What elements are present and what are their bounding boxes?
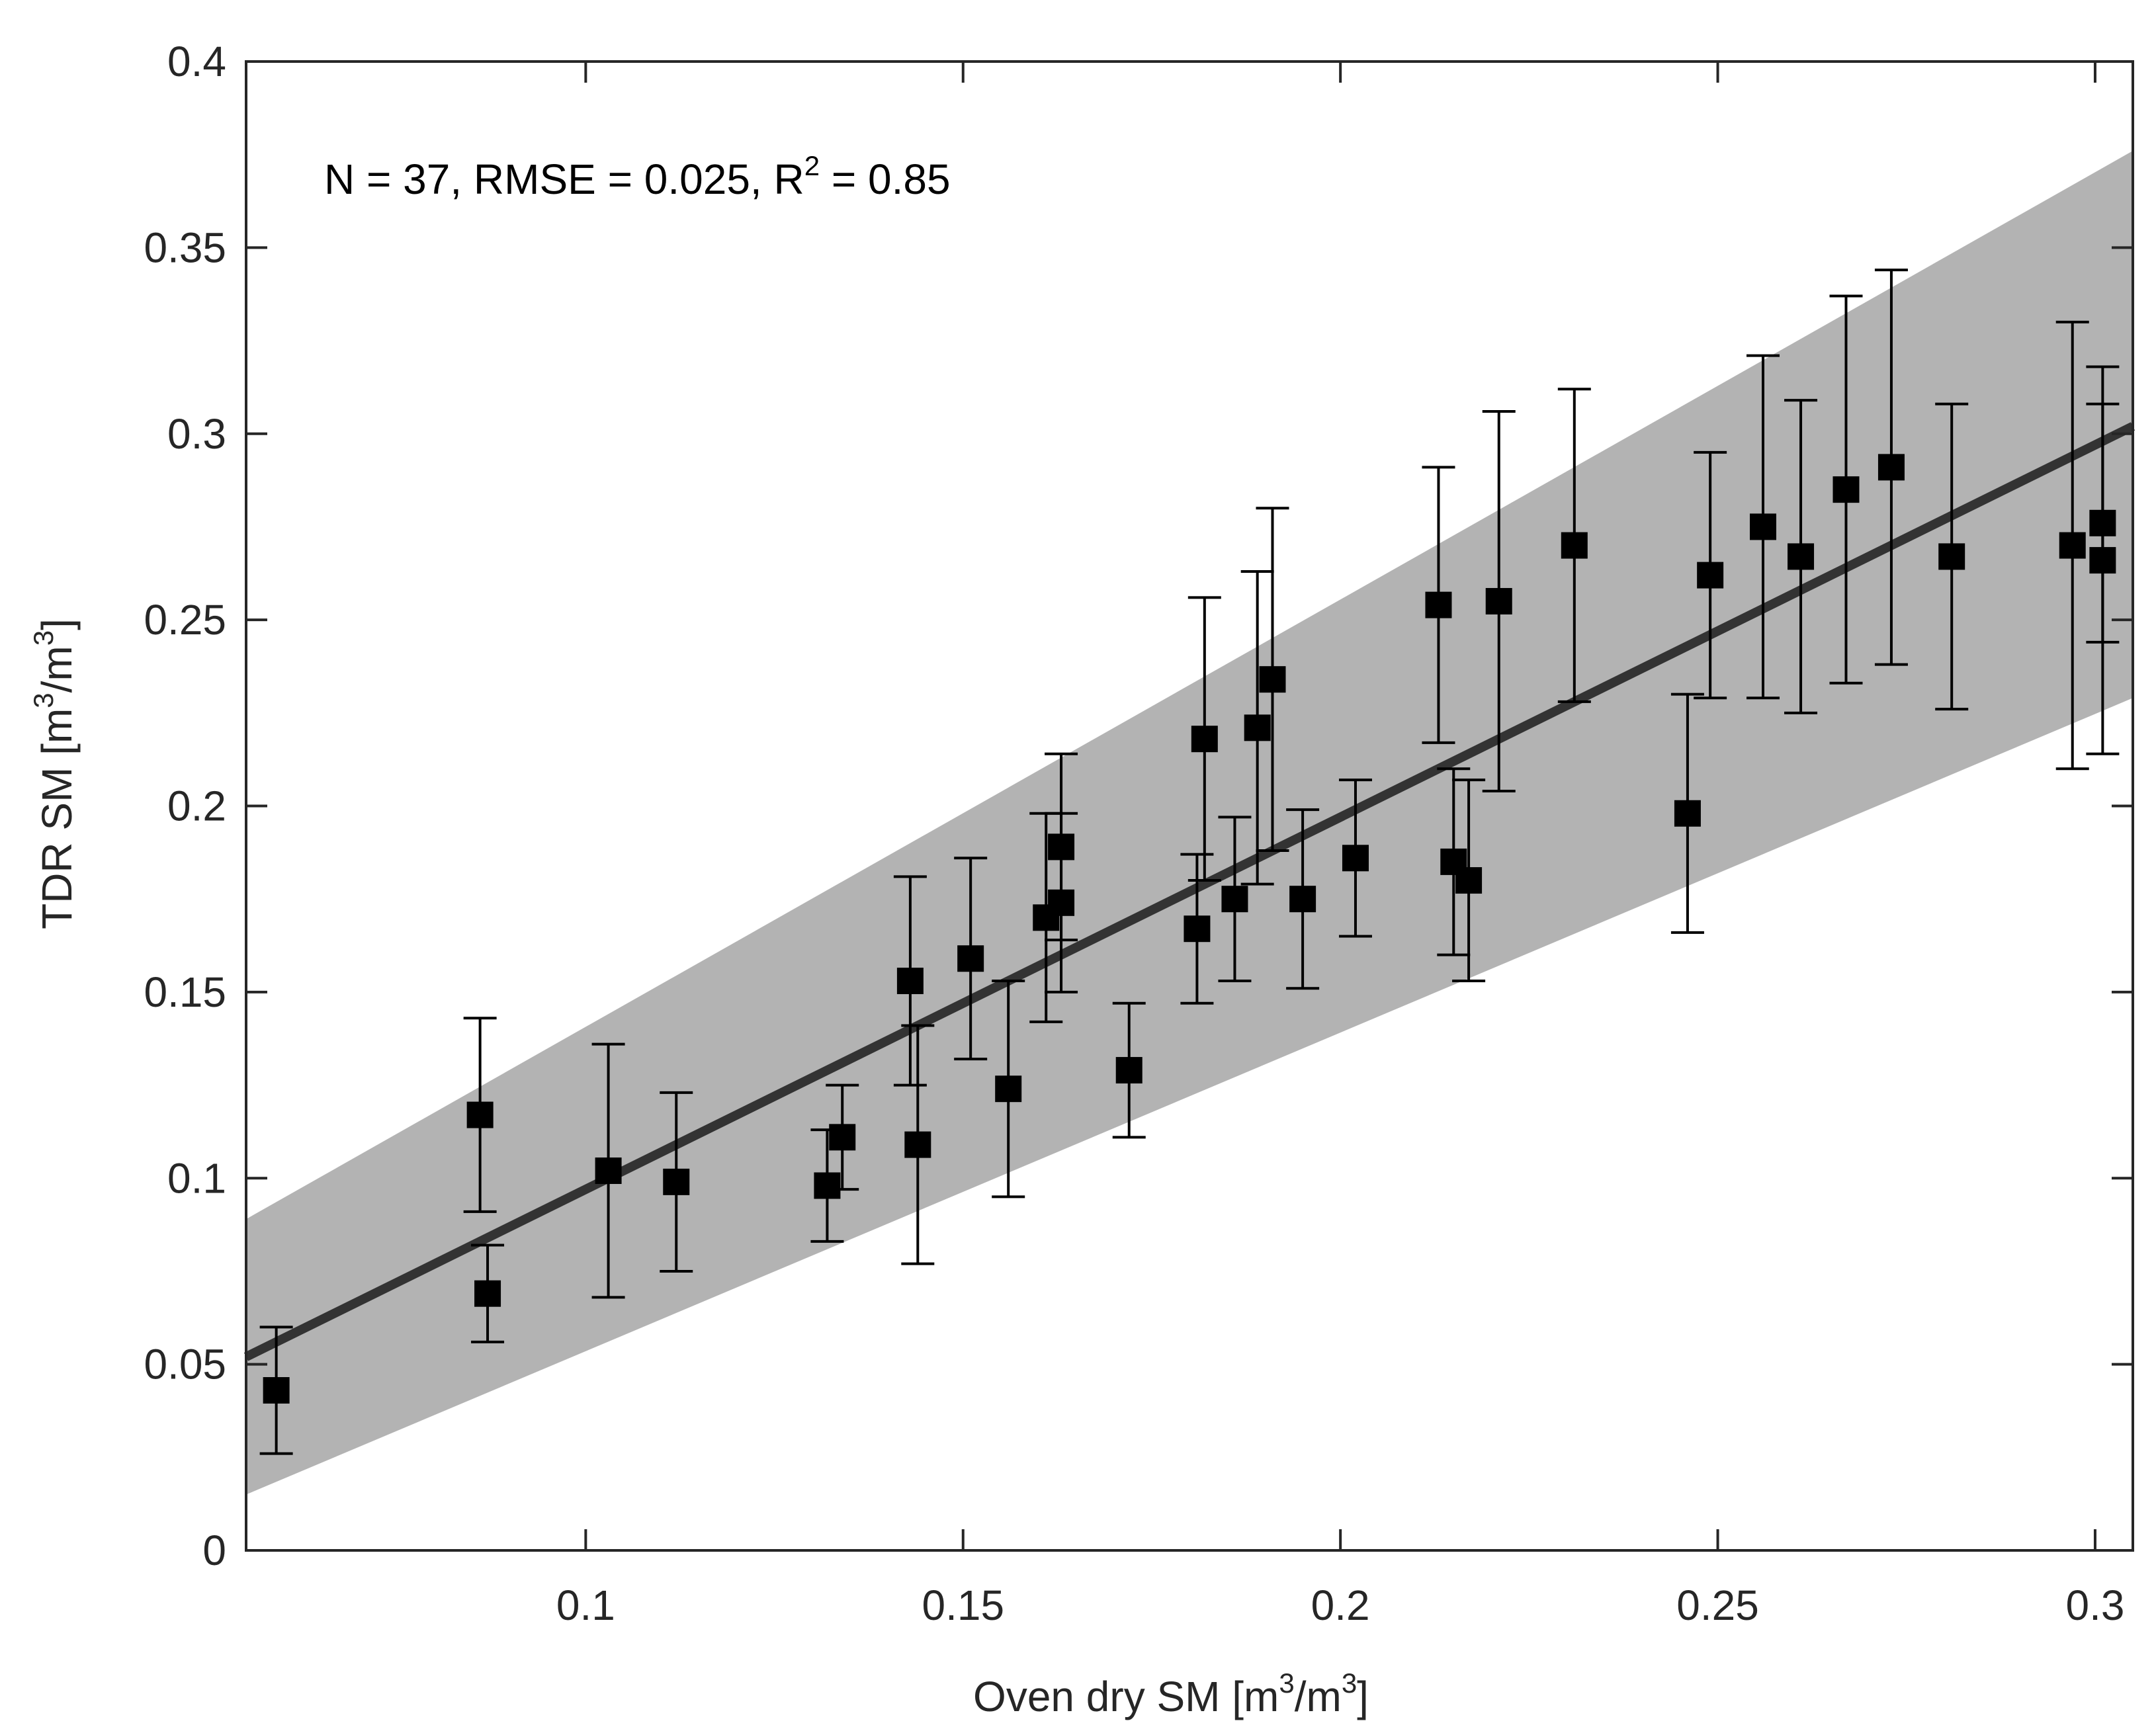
- data-point-32: [1829, 294, 1863, 685]
- point-marker: [829, 1124, 856, 1151]
- point-marker: [1485, 587, 1512, 614]
- point-marker: [1455, 867, 1483, 894]
- y-tick-label: 0: [202, 1527, 226, 1574]
- point-marker: [1938, 543, 1965, 570]
- data-point-37: [2086, 365, 2120, 755]
- data-point-28: [1670, 693, 1704, 934]
- point-marker: [1244, 714, 1271, 741]
- point-marker: [904, 1131, 931, 1158]
- point-marker: [1425, 591, 1452, 618]
- data-point-27: [1557, 388, 1591, 703]
- point-marker: [1048, 889, 1075, 916]
- point-marker: [663, 1168, 690, 1195]
- y-tick-label: 0.2: [167, 782, 226, 830]
- data-point-2: [463, 1017, 497, 1213]
- data-point-34: [1935, 402, 1969, 711]
- point-marker: [2089, 547, 2116, 574]
- y-tick-label: 0.4: [167, 38, 226, 85]
- data-point-11: [992, 979, 1025, 1199]
- confidence-band: [246, 151, 2133, 1495]
- point-marker: [1561, 532, 1588, 559]
- fit-line-layer: [243, 422, 2135, 1361]
- point-marker: [466, 1101, 494, 1128]
- data-point-21: [1286, 808, 1320, 990]
- data-point-35: [2055, 320, 2089, 771]
- data-point-19: [1240, 569, 1274, 886]
- data-point-30: [1746, 354, 1780, 700]
- x-tick-label: 0.1: [556, 1581, 615, 1629]
- point-marker: [1289, 886, 1316, 913]
- point-marker: [814, 1172, 841, 1199]
- data-point-15: [1112, 1001, 1146, 1139]
- data-point-14: [1045, 812, 1078, 993]
- data-point-18: [1218, 816, 1252, 982]
- data-point-17: [1187, 596, 1221, 882]
- y-tick-label: 0.1: [167, 1154, 226, 1202]
- point-marker: [1877, 454, 1905, 481]
- point-marker: [263, 1377, 290, 1404]
- data-point-10: [954, 857, 988, 1061]
- data-point-25: [1452, 779, 1486, 982]
- point-marker: [1342, 845, 1369, 872]
- point-marker: [957, 945, 984, 972]
- x-tick-label: 0.2: [1311, 1581, 1370, 1629]
- data-point-33: [1874, 269, 1908, 666]
- y-tick-label: 0.25: [144, 596, 226, 644]
- data-point-4: [591, 1042, 625, 1299]
- data-point-22: [1338, 779, 1372, 938]
- y-axis-title: TDR SM [m3/m3]: [28, 618, 81, 929]
- data-point-5: [660, 1091, 693, 1273]
- y-tick-label: 0.3: [167, 410, 226, 458]
- data-point-31: [1784, 399, 1818, 714]
- y-tick-label: 0.15: [144, 968, 226, 1016]
- point-marker: [1833, 476, 1860, 503]
- data-point-29: [1694, 450, 1727, 700]
- point-marker: [1191, 726, 1218, 753]
- x-tick-label: 0.3: [2065, 1581, 2124, 1629]
- point-marker: [1750, 513, 1777, 540]
- point-marker: [896, 967, 924, 994]
- data-point-1: [259, 1326, 293, 1455]
- point-marker: [995, 1075, 1022, 1103]
- data-point-20: [1256, 507, 1289, 853]
- point-marker: [1697, 562, 1724, 589]
- ticks-layer: 0.1 0.15 0.2 0.25 0.3 0 0.05 0.1 0.15 0.2 0.25 0.3 0…: [144, 38, 2133, 1629]
- data-point-3: [471, 1243, 505, 1343]
- point-marker: [1184, 915, 1211, 943]
- point-marker: [595, 1157, 622, 1184]
- y-tick-label: 0.05: [144, 1341, 226, 1388]
- stats-annotation: N = 37, RMSE = 0.025, R2 = 0.85: [324, 150, 951, 203]
- data-point-6: [810, 1128, 844, 1243]
- confidence-band-layer: [246, 151, 2133, 1495]
- point-marker: [1788, 543, 1815, 570]
- data-point-26: [1482, 409, 1516, 792]
- point-marker: [2059, 532, 2086, 559]
- data-point-23: [1422, 466, 1455, 744]
- x-tick-label: 0.15: [922, 1581, 1004, 1629]
- x-axis-title: Oven dry SM [m3/m3]: [973, 1667, 1369, 1720]
- point-marker: [1259, 666, 1286, 693]
- y-tick-label: 0.35: [144, 224, 226, 271]
- x-tick-label: 0.25: [1676, 1581, 1759, 1629]
- point-marker: [1221, 886, 1248, 913]
- data-point-7: [826, 1083, 859, 1191]
- data-point-8: [893, 875, 927, 1087]
- data-points-layer: [259, 269, 2120, 1455]
- data-point-9: [901, 1024, 935, 1265]
- point-marker: [1115, 1057, 1143, 1084]
- data-point-24: [1437, 767, 1471, 956]
- point-marker: [1674, 800, 1701, 827]
- regression-line: [243, 422, 2135, 1361]
- point-marker: [474, 1280, 501, 1307]
